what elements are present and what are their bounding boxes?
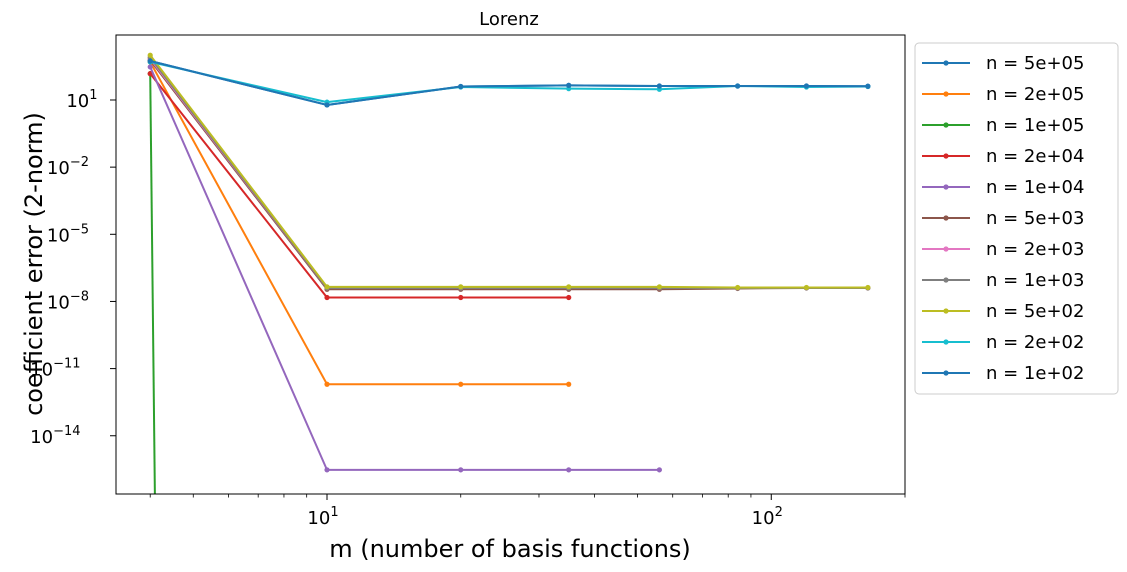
data-point bbox=[566, 467, 572, 473]
y-axis: 101 10−2 10−5 10−8 10−11 10−14 bbox=[30, 88, 116, 448]
y-tick-label: 101 bbox=[66, 88, 97, 112]
y-tick-label: 10−5 bbox=[47, 222, 89, 246]
legend-label: n = 2e+03 bbox=[986, 239, 1084, 260]
series-line-4 bbox=[149, 73, 569, 299]
plot-frame bbox=[115, 34, 906, 495]
series-line-5 bbox=[149, 66, 660, 471]
data-point bbox=[656, 83, 662, 89]
data-point bbox=[324, 102, 330, 108]
data-point bbox=[566, 381, 572, 387]
data-point bbox=[458, 284, 464, 290]
series-line-3 bbox=[149, 73, 156, 494]
x-axis-title: m (number of basis functions) bbox=[329, 535, 691, 563]
data-point bbox=[656, 284, 662, 290]
series-line-6 bbox=[149, 59, 868, 291]
data-point bbox=[566, 82, 572, 88]
legend-label: n = 5e+05 bbox=[986, 53, 1084, 74]
x-tick-label: 101 bbox=[307, 505, 338, 529]
chart-title: Lorenz bbox=[479, 9, 539, 30]
series-line-11 bbox=[149, 60, 868, 106]
series-line-9 bbox=[149, 54, 868, 289]
data-point bbox=[147, 52, 153, 58]
legend-label: n = 2e+04 bbox=[986, 146, 1084, 167]
y-axis-title: coefficient error (2-norm) bbox=[20, 112, 48, 416]
legend-label: n = 5e+02 bbox=[986, 301, 1084, 322]
y-tick-label: 10−8 bbox=[47, 289, 89, 313]
series-line-1 bbox=[149, 60, 868, 106]
legend-marker bbox=[943, 277, 949, 283]
x-axis: 101 102 bbox=[149, 494, 906, 529]
legend-marker bbox=[943, 339, 949, 345]
data-point bbox=[735, 284, 741, 291]
y-tick-label: 10−11 bbox=[30, 357, 80, 381]
legend-label: n = 2e+02 bbox=[986, 332, 1084, 353]
legend-marker bbox=[943, 91, 949, 97]
data-point bbox=[566, 294, 572, 301]
series-line-7 bbox=[149, 58, 868, 289]
legend-marker bbox=[943, 184, 949, 190]
legend-label: n = 5e+03 bbox=[986, 208, 1084, 229]
y-tick-label: 10−2 bbox=[47, 155, 89, 179]
series-line-2 bbox=[149, 61, 569, 386]
data-point bbox=[458, 294, 464, 301]
x-tick-label: 102 bbox=[752, 505, 783, 529]
data-point bbox=[656, 467, 662, 473]
data-point bbox=[324, 381, 330, 387]
data-point bbox=[147, 58, 153, 64]
legend-marker bbox=[943, 370, 949, 376]
data-point bbox=[458, 381, 464, 387]
legend: n = 5e+05 n = 2e+05 n = 1e+05 n = 2e+04 n = … bbox=[914, 42, 1119, 395]
legend-label: n = 1e+03 bbox=[986, 270, 1084, 291]
legend-marker bbox=[943, 153, 949, 159]
legend-marker bbox=[943, 122, 949, 128]
legend-label: n = 1e+05 bbox=[986, 115, 1084, 136]
legend-label: n = 1e+02 bbox=[986, 363, 1084, 384]
legend-label: n = 1e+04 bbox=[986, 177, 1084, 198]
legend-marker bbox=[943, 246, 949, 252]
legend-frame bbox=[914, 42, 1119, 395]
series-layer bbox=[147, 52, 871, 494]
data-point bbox=[147, 64, 153, 70]
data-point bbox=[458, 83, 464, 90]
data-point bbox=[324, 467, 330, 473]
data-point bbox=[865, 83, 871, 89]
data-point bbox=[324, 294, 330, 301]
legend-marker bbox=[943, 215, 949, 221]
data-point bbox=[458, 467, 464, 473]
legend-label: n = 2e+05 bbox=[986, 84, 1084, 105]
data-point bbox=[566, 284, 572, 290]
data-point bbox=[803, 83, 810, 89]
legend-marker bbox=[943, 308, 949, 314]
data-point bbox=[735, 83, 741, 89]
data-point bbox=[803, 284, 810, 291]
data-point bbox=[865, 284, 871, 291]
legend-marker bbox=[943, 60, 949, 66]
series-line-8 bbox=[149, 56, 868, 289]
y-tick-label: 10−14 bbox=[30, 424, 80, 448]
series-line-10 bbox=[149, 60, 868, 104]
data-point bbox=[324, 284, 330, 290]
